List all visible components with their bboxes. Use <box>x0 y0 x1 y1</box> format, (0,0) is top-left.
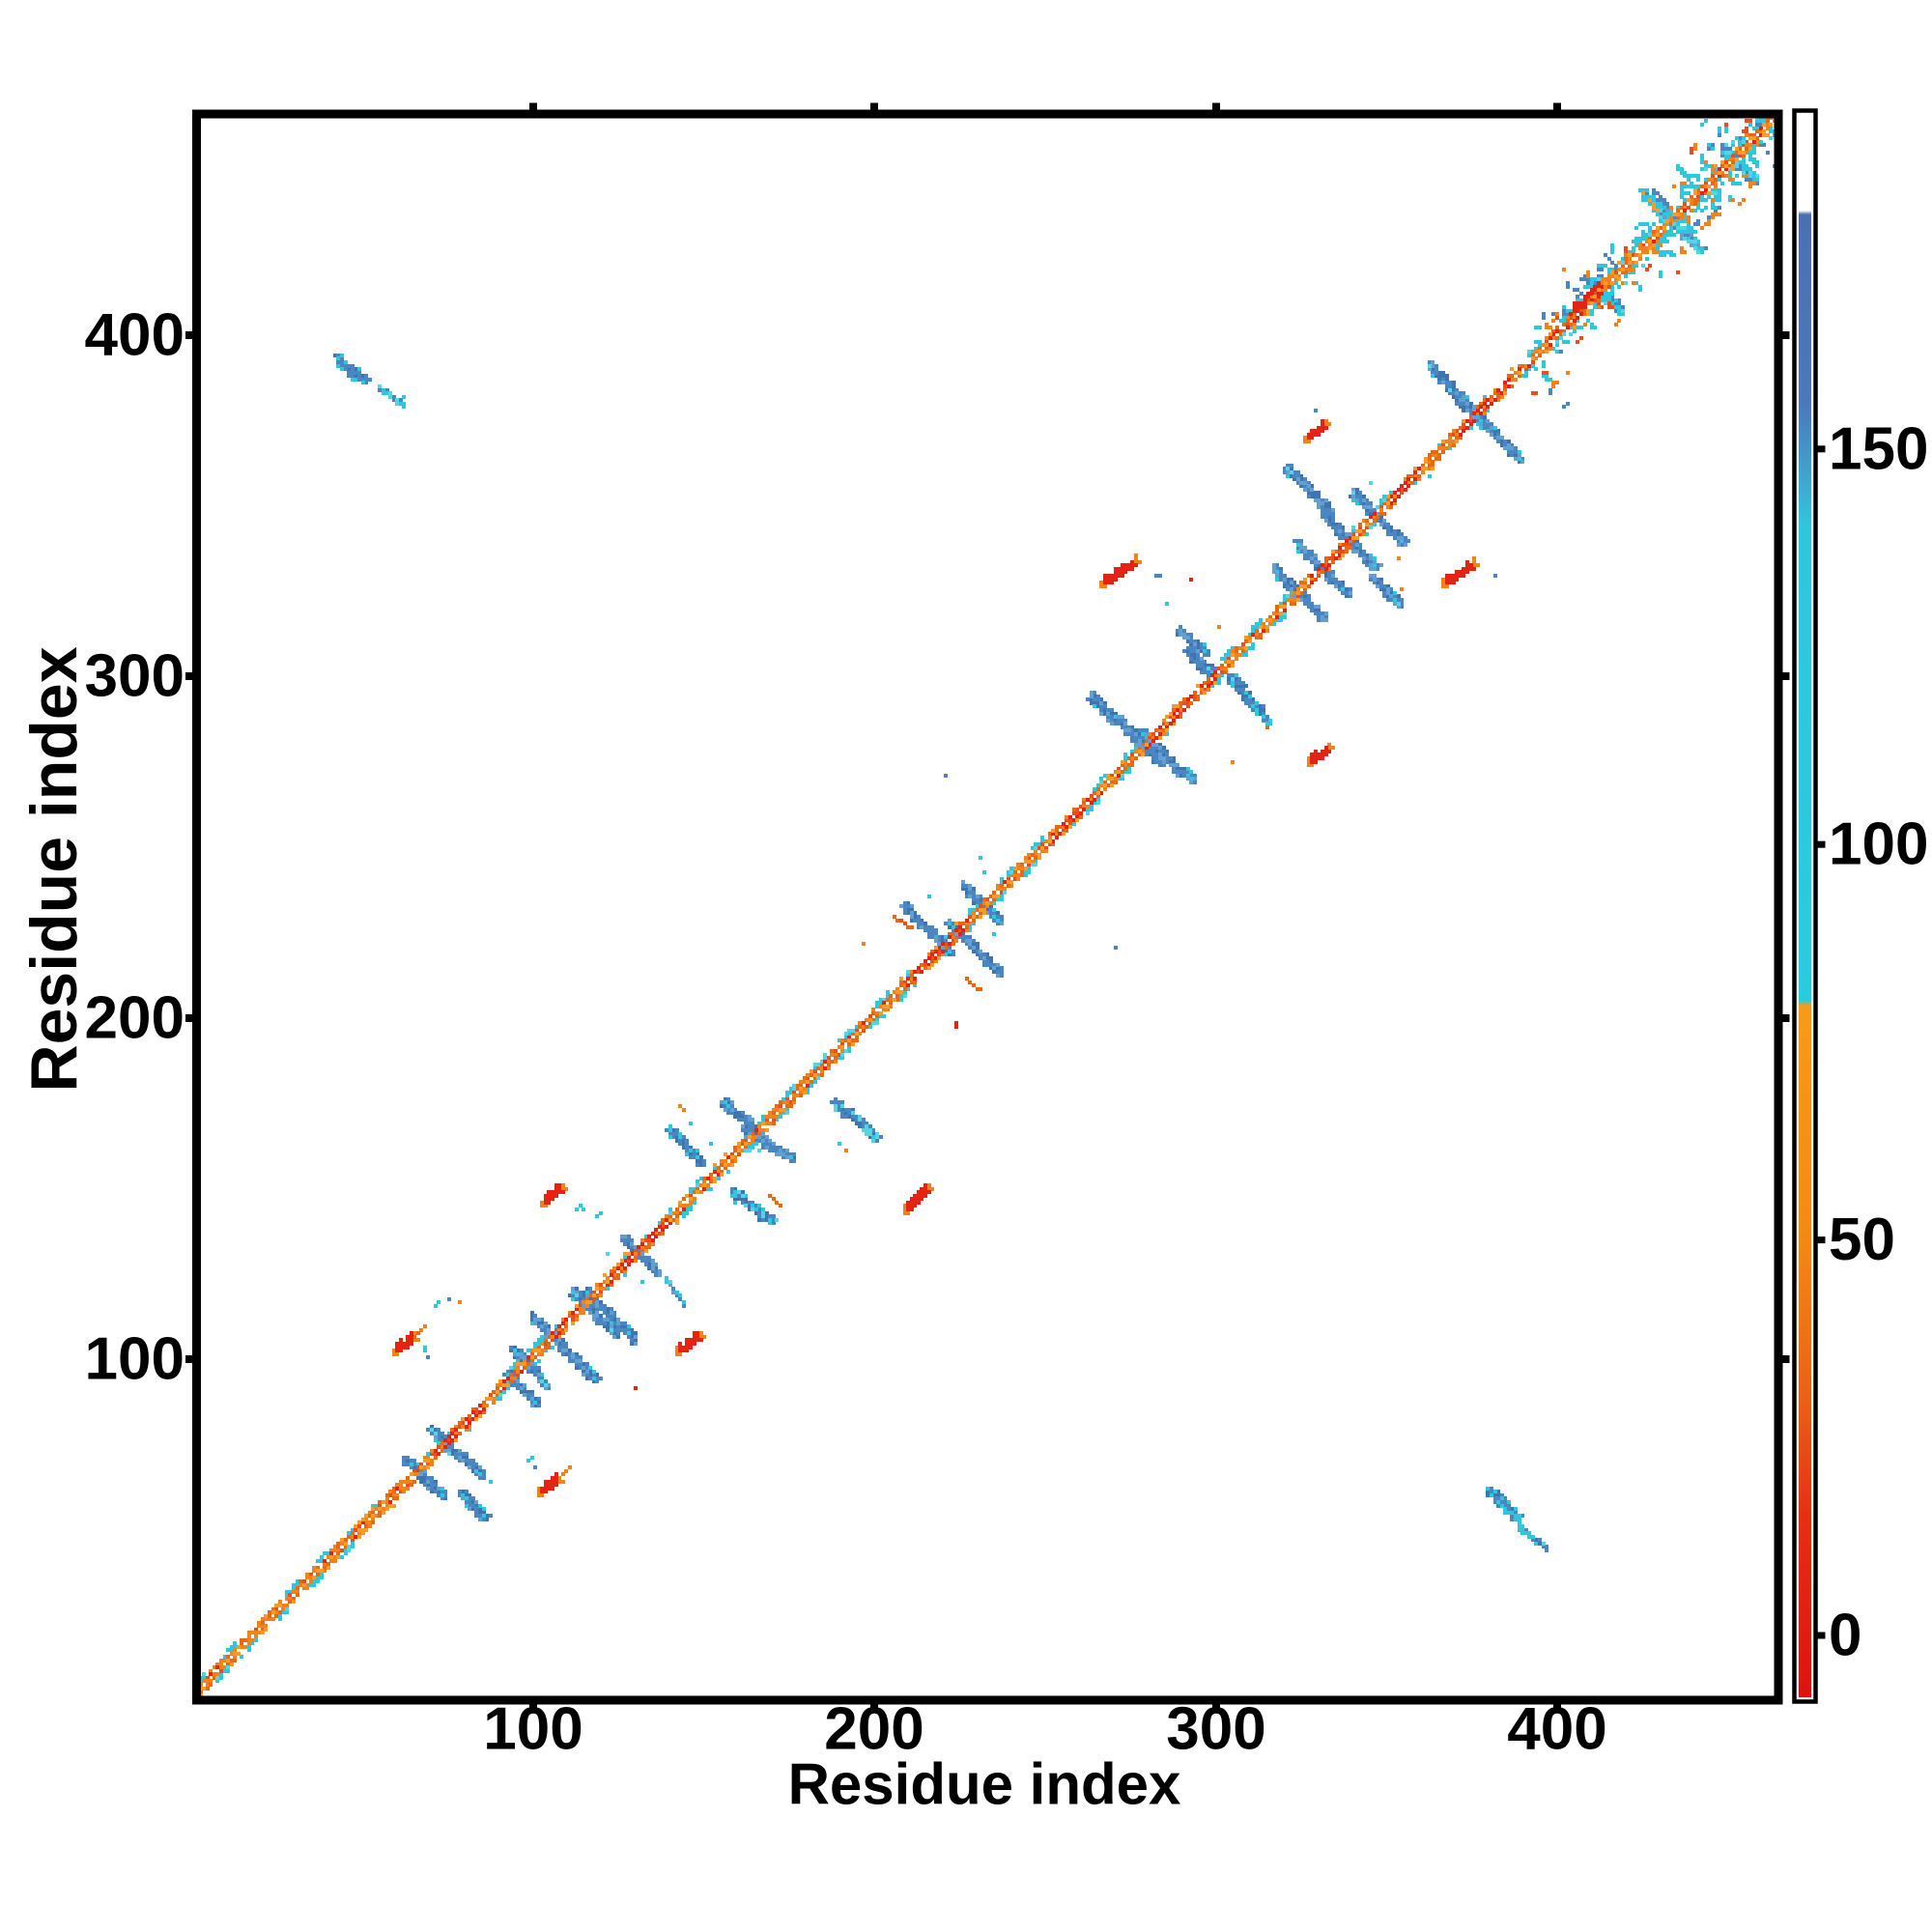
svg-text:400: 400 <box>1507 1696 1606 1763</box>
svg-text:Residue index: Residue index <box>788 1752 1181 1817</box>
svg-text:100: 100 <box>1829 811 1928 878</box>
svg-text:150: 150 <box>1829 415 1928 482</box>
svg-text:300: 300 <box>1166 1696 1265 1763</box>
svg-text:300: 300 <box>85 643 185 710</box>
svg-text:Residue index: Residue index <box>17 646 91 1092</box>
svg-text:200: 200 <box>85 985 185 1052</box>
svg-text:50: 50 <box>1829 1207 1895 1273</box>
svg-text:400: 400 <box>85 302 185 369</box>
svg-text:100: 100 <box>483 1696 582 1763</box>
svg-text:200: 200 <box>824 1696 923 1763</box>
svg-text:100: 100 <box>85 1326 185 1393</box>
svg-text:0: 0 <box>1829 1603 1861 1669</box>
